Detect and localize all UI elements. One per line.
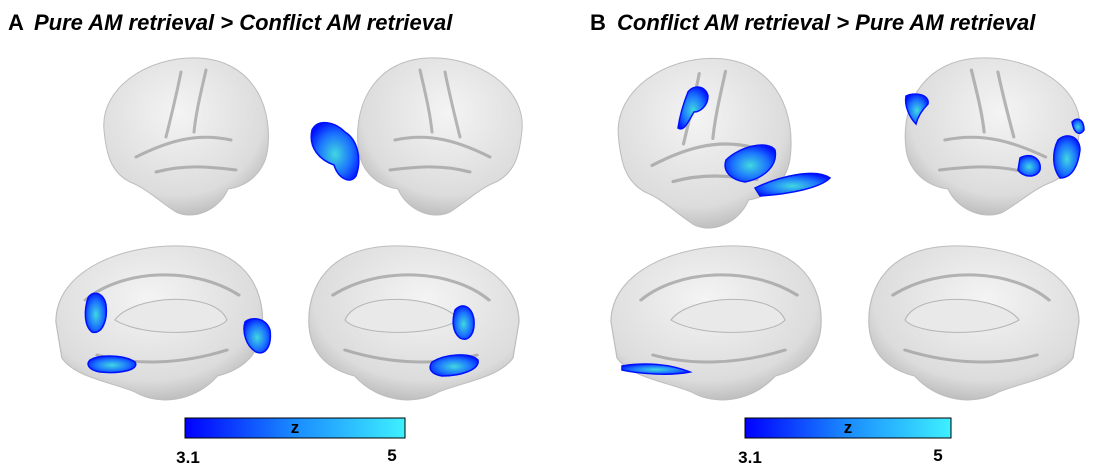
activation — [1018, 156, 1040, 176]
colorbar-min: 3.1 — [738, 448, 762, 467]
panel-title: Pure AM retrieval > Conflict AM retrieva… — [34, 10, 453, 35]
colorbar-label: z — [844, 418, 853, 437]
brain-medial-left — [611, 246, 821, 400]
brain-lateral-left — [618, 58, 791, 228]
page: A Pure AM retrieval > Conflict AM retrie… — [0, 0, 1097, 470]
activation — [85, 293, 106, 332]
panel-title: Conflict AM retrieval > Pure AM retrieva… — [617, 10, 1036, 35]
activation — [311, 123, 359, 180]
colorbar-label: z — [291, 418, 300, 437]
figure: A Pure AM retrieval > Conflict AM retrie… — [0, 0, 1097, 470]
colorbar-max: 5 — [933, 446, 942, 465]
brain-medial-right — [309, 246, 519, 400]
activation — [1054, 136, 1080, 178]
brain-medial-right — [869, 246, 1079, 400]
colorbar-max: 5 — [387, 446, 396, 465]
brain-lateral-left — [104, 58, 269, 215]
brain-lateral-right — [358, 58, 523, 215]
activation — [88, 356, 136, 372]
brain-lateral-right — [905, 58, 1080, 215]
panel-label: A — [8, 10, 24, 35]
colorbar-min: 3.1 — [176, 448, 200, 467]
activation — [453, 306, 474, 339]
panel-label: B — [590, 10, 606, 35]
